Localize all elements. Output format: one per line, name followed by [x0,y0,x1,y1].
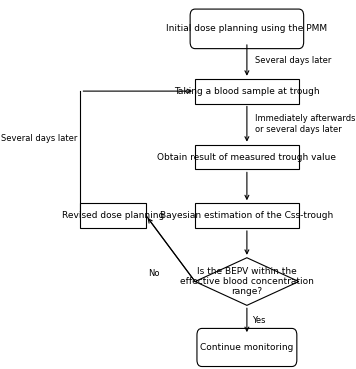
Text: Bayesian estimation of the Css-trough: Bayesian estimation of the Css-trough [160,211,334,220]
Text: Several days later: Several days later [1,134,78,143]
Text: Initial dose planning using the PMM: Initial dose planning using the PMM [166,24,328,33]
Text: Obtain result of measured trough value: Obtain result of measured trough value [157,152,336,162]
Polygon shape [195,258,299,306]
Bar [195,203,299,228]
Text: Taking a blood sample at trough: Taking a blood sample at trough [174,87,320,96]
Text: Revised dose planning: Revised dose planning [62,211,164,220]
Bar [195,145,299,169]
Text: Is the BEPV within the
effective blood concentration
range?: Is the BEPV within the effective blood c… [180,267,314,296]
Text: Several days later: Several days later [255,56,331,65]
FancyBboxPatch shape [190,9,304,49]
Text: Yes: Yes [252,316,266,325]
Text: No: No [148,269,160,278]
Bar [80,203,146,228]
Text: Immediately afterwards
or several days later: Immediately afterwards or several days l… [255,114,356,134]
FancyBboxPatch shape [197,328,297,366]
Bar [195,79,299,104]
Text: Continue monitoring: Continue monitoring [200,343,294,352]
